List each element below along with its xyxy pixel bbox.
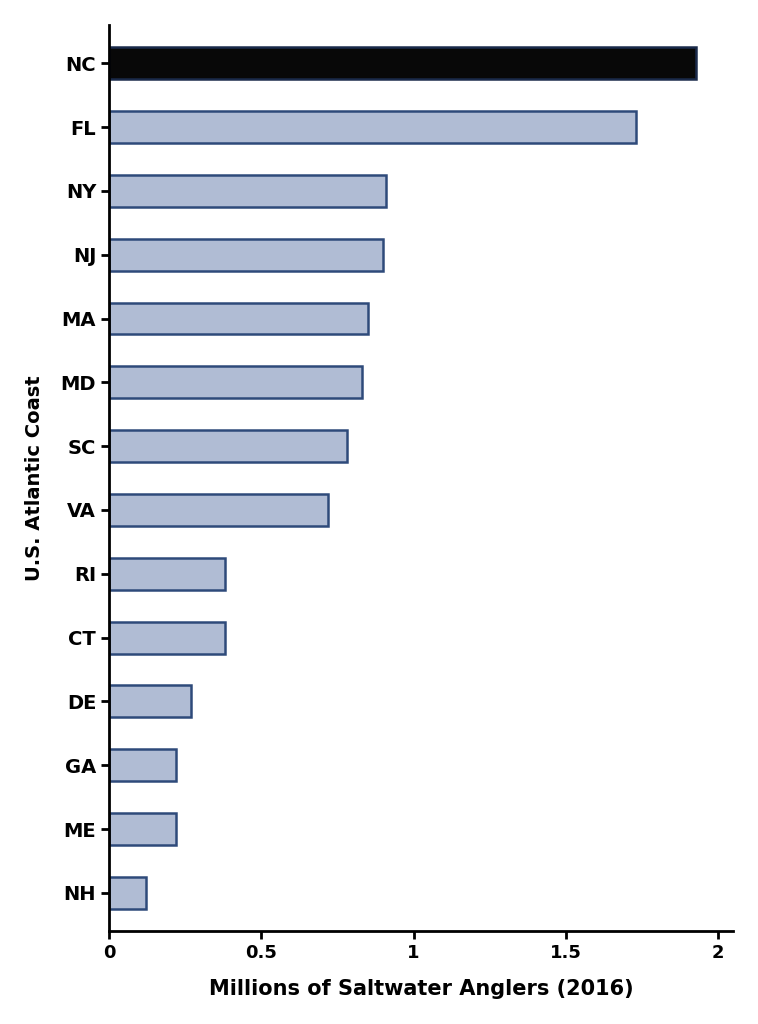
Bar	[109, 239, 383, 270]
Bar	[109, 685, 192, 718]
Bar	[109, 494, 328, 526]
Bar	[109, 750, 177, 781]
Bar	[109, 558, 225, 590]
X-axis label: Millions of Saltwater Anglers (2016): Millions of Saltwater Anglers (2016)	[209, 979, 634, 999]
Bar	[109, 877, 146, 909]
Bar	[109, 622, 225, 653]
Bar	[109, 430, 346, 462]
Y-axis label: U.S. Atlantic Coast: U.S. Atlantic Coast	[25, 375, 44, 581]
Bar	[109, 813, 177, 845]
Bar	[109, 47, 697, 79]
Bar	[109, 302, 368, 335]
Bar	[109, 175, 386, 207]
Bar	[109, 112, 636, 143]
Bar	[109, 367, 362, 398]
